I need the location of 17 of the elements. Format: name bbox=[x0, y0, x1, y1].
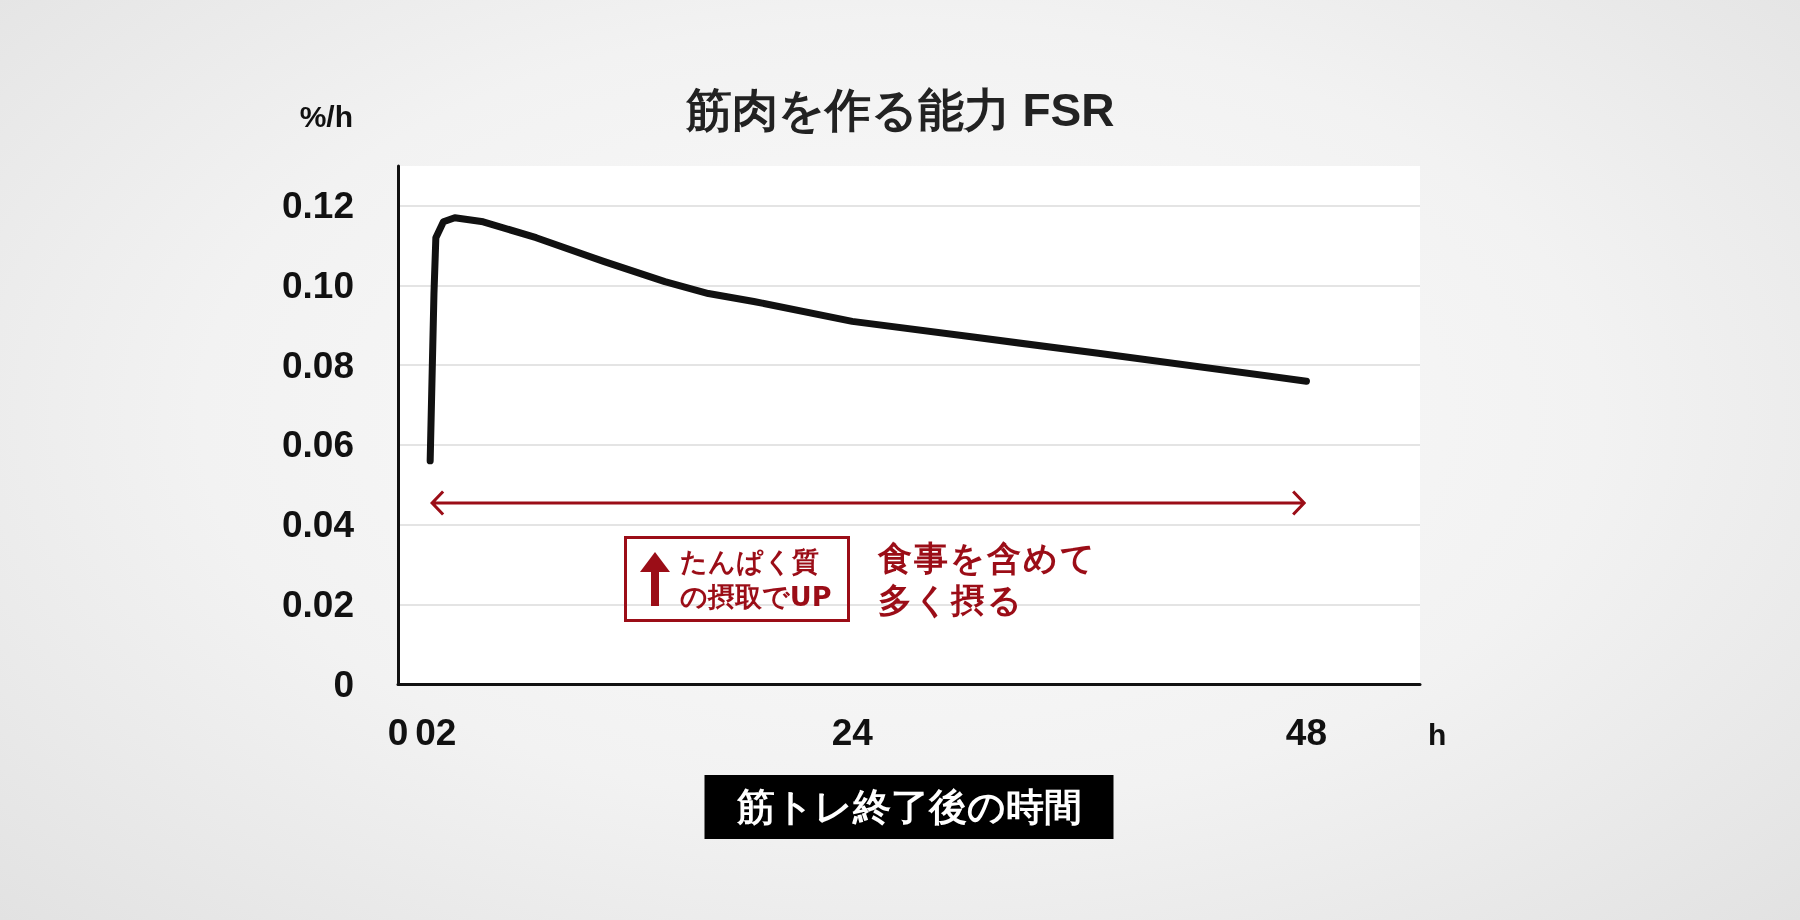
y-tick-label: 0.08 bbox=[281, 344, 354, 386]
y-tick-label: 0.02 bbox=[281, 583, 354, 625]
annotation: たんぱく質の摂取でUP bbox=[679, 544, 833, 614]
y-tick-label: 0 bbox=[333, 663, 354, 705]
chart-title: 筋肉を作る能力 FSR bbox=[684, 84, 1115, 136]
y-tick-label: 0.12 bbox=[281, 185, 354, 227]
x-tick-label: 0 bbox=[387, 712, 409, 753]
x-tick-label: 48 bbox=[1285, 712, 1328, 753]
annotation: 食事を含めて多く摂る bbox=[878, 536, 1099, 621]
x-axis-title: 筋トレ終了後の時間 bbox=[735, 786, 1082, 828]
x-tick-label: 24 bbox=[831, 712, 874, 753]
text: h bbox=[1428, 717, 1447, 753]
y-axis-title: %/h bbox=[299, 99, 353, 133]
y-tick-label: 0.06 bbox=[281, 424, 354, 466]
y-tick-label: 0.10 bbox=[281, 265, 354, 307]
y-tick-label: 0.04 bbox=[281, 504, 355, 546]
x-tick-label: 02 bbox=[415, 712, 457, 753]
